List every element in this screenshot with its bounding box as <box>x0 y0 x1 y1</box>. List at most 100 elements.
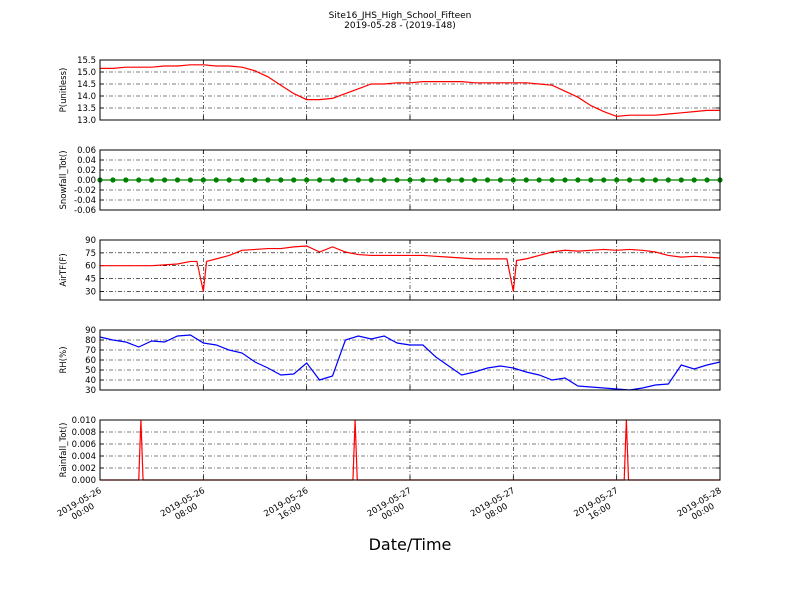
data-point <box>536 177 542 183</box>
y-tick-label: 45 <box>85 275 96 285</box>
data-point <box>614 177 620 183</box>
data-point <box>575 177 581 183</box>
plot-frame <box>99 239 721 301</box>
data-point <box>316 177 323 183</box>
data-point <box>329 177 336 183</box>
y-axis-label: RH(%) <box>59 346 69 373</box>
y-tick-label: 0.008 <box>72 428 96 438</box>
y-tick-label: 75 <box>85 249 96 259</box>
data-point <box>304 177 310 183</box>
data-point <box>265 177 271 183</box>
y-tick-label: 15.5 <box>77 56 96 66</box>
y-axis-label: P(unitless) <box>59 68 69 113</box>
data-point <box>562 177 568 183</box>
y-tick-label: 30 <box>85 287 96 297</box>
data-line <box>100 64 720 118</box>
data-point <box>200 177 206 183</box>
y-tick-label: 0.010 <box>72 416 96 426</box>
data-point <box>161 177 168 183</box>
data-point <box>123 177 129 183</box>
y-axis-label: AirTF(F) <box>59 253 69 286</box>
y-tick-label: 0.002 <box>72 464 96 474</box>
plot-frame <box>99 419 721 481</box>
data-point <box>704 177 710 183</box>
data-point <box>213 177 219 183</box>
y-tick-label: 90 <box>85 326 96 336</box>
data-point <box>459 177 465 183</box>
y-tick-label: -0.06 <box>74 206 96 216</box>
y-tick-label: -0.02 <box>74 186 96 196</box>
y-tick-label: 90 <box>85 236 96 246</box>
plot-frame <box>99 329 721 391</box>
y-tick-label: 13.0 <box>77 116 96 126</box>
x-tick-label: 2019-05-2608:00 <box>159 486 212 528</box>
y-tick-label: 0.02 <box>77 166 96 176</box>
data-point <box>394 177 400 183</box>
x-tick-label: 2019-05-2800:00 <box>676 486 729 528</box>
y-axis-label: Snowfall_Tot() <box>59 150 69 209</box>
data-point <box>652 177 659 183</box>
y-tick-label: 14.5 <box>77 80 96 90</box>
data-point <box>239 177 245 183</box>
y-tick-label: 50 <box>85 366 96 376</box>
data-point <box>342 177 349 183</box>
x-tick-label: 2019-05-2700:00 <box>366 486 419 528</box>
data-point <box>174 177 181 183</box>
data-point <box>278 177 284 183</box>
data-point <box>446 177 452 183</box>
data-point <box>407 177 413 183</box>
data-point <box>523 177 529 183</box>
y-tick-label: 0.006 <box>72 440 96 450</box>
chart-title: Site16_JHS_High_School_Fifteen <box>329 11 472 21</box>
data-point <box>252 177 258 183</box>
chart-subtitle: 2019-05-28 - (2019-148) <box>344 21 456 31</box>
data-point <box>187 177 194 183</box>
y-tick-label: 0.06 <box>77 146 96 156</box>
y-axis-label: Rainfall_Tot() <box>59 423 69 478</box>
y-tick-label: 14.0 <box>77 92 96 102</box>
data-point <box>510 177 516 183</box>
data-point <box>355 177 361 183</box>
data-point <box>226 177 232 183</box>
data-point <box>291 177 297 183</box>
y-tick-label: 15.0 <box>77 68 96 78</box>
data-point <box>420 177 426 183</box>
data-point <box>678 177 684 183</box>
data-line <box>99 334 721 391</box>
y-tick-label: 60 <box>85 262 96 272</box>
plot-frame <box>99 149 721 211</box>
data-point <box>471 177 478 183</box>
data-line <box>100 245 721 292</box>
data-point <box>665 177 671 183</box>
y-tick-label: 13.5 <box>77 104 96 114</box>
data-point <box>136 177 142 183</box>
x-tick-label: 2019-05-2600:00 <box>56 486 109 528</box>
data-point <box>110 177 116 183</box>
data-point <box>381 177 387 183</box>
data-point <box>601 177 607 183</box>
y-tick-label: 0.04 <box>77 156 96 166</box>
data-point <box>691 177 697 183</box>
data-point <box>549 177 555 183</box>
data-point <box>368 177 374 183</box>
y-tick-label: 60 <box>85 356 96 366</box>
data-point <box>626 177 633 183</box>
data-point <box>433 177 439 183</box>
y-tick-label: 0.00 <box>77 176 96 186</box>
y-tick-label: 30 <box>85 386 96 396</box>
y-tick-label: 0.004 <box>72 452 96 462</box>
x-tick-label: 2019-05-2616:00 <box>262 486 315 528</box>
plot-frame <box>99 59 721 121</box>
data-point <box>639 177 646 183</box>
y-tick-label: 80 <box>85 336 96 346</box>
x-axis-label: Date/Time <box>369 535 452 554</box>
y-tick-label: 70 <box>85 346 96 356</box>
y-tick-label: -0.04 <box>74 196 96 206</box>
x-tick-label: 2019-05-2708:00 <box>469 486 522 528</box>
data-point <box>497 177 504 183</box>
data-point <box>149 177 155 183</box>
data-point <box>484 177 491 183</box>
x-tick-label: 2019-05-2716:00 <box>572 486 625 528</box>
y-tick-label: 40 <box>85 376 96 386</box>
